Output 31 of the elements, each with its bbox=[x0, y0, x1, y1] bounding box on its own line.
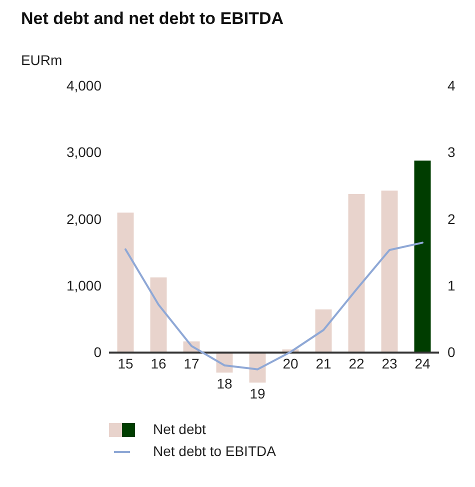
bar bbox=[117, 212, 134, 353]
x-tick-label: 18 bbox=[216, 376, 232, 392]
x-tick-label: 15 bbox=[118, 356, 134, 372]
x-tick-label: 16 bbox=[150, 356, 166, 372]
y2-tick-label: 4 bbox=[448, 78, 456, 94]
y-tick-label: 1,000 bbox=[66, 278, 102, 294]
y-tick-label: 4,000 bbox=[66, 78, 102, 94]
x-tick-label: 17 bbox=[184, 356, 200, 372]
y2-tick-label: 0 bbox=[448, 344, 456, 360]
y-axis-title: EURm bbox=[20, 52, 62, 68]
y-tick-label: 2,000 bbox=[66, 210, 102, 227]
bar bbox=[414, 160, 431, 353]
x-tick-label: 19 bbox=[250, 386, 266, 402]
legend-label: Net debt to EBITDA bbox=[153, 443, 277, 459]
y-tick-label: 0 bbox=[94, 344, 102, 360]
y2-tick-label: 1 bbox=[448, 278, 456, 294]
chart-title: Net debt and net debt to EBITDA bbox=[20, 9, 284, 28]
x-tick-label: 24 bbox=[414, 356, 430, 372]
x-tick-label: 21 bbox=[316, 356, 332, 372]
bar bbox=[381, 190, 398, 353]
x-tick-label: 23 bbox=[382, 356, 398, 372]
bar bbox=[315, 309, 332, 353]
y2-tick-label: 3 bbox=[448, 144, 456, 160]
y-tick-label: 3,000 bbox=[66, 144, 102, 160]
bar bbox=[150, 277, 167, 353]
bar bbox=[249, 352, 266, 383]
x-tick-label: 22 bbox=[348, 356, 364, 372]
legend-label: Net debt bbox=[153, 421, 206, 437]
y2-tick-label: 2 bbox=[448, 210, 456, 227]
x-tick-label: 20 bbox=[282, 356, 298, 372]
bar bbox=[348, 194, 365, 353]
